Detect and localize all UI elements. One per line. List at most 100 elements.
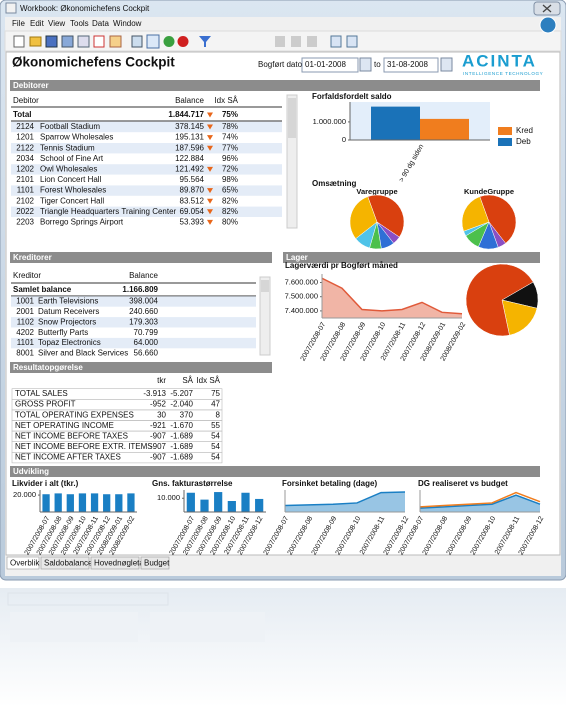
code: 2203: [16, 218, 34, 227]
code: 1101: [17, 338, 35, 347]
section-title: Debitorer: [13, 81, 49, 90]
area: [285, 491, 405, 512]
date-to-input[interactable]: [383, 57, 439, 73]
menu-item[interactable]: Data: [92, 19, 109, 28]
date-from: 01-01-2008: [305, 60, 346, 69]
trend-down: [207, 166, 213, 172]
close-icon: [542, 4, 552, 13]
bar: [54, 493, 62, 512]
row-label: GROSS PROFIT: [15, 400, 76, 409]
total-idx: 75%: [222, 110, 238, 119]
section-header: [283, 252, 540, 263]
chart-title: Likvider i alt (tkr.): [12, 479, 79, 488]
tool-new[interactable]: [13, 35, 25, 48]
name: Triangle Headquarters Training Center: [40, 207, 177, 216]
tool-refresh[interactable]: [163, 36, 175, 47]
balance: 398.004: [129, 297, 158, 306]
scroll-thumb[interactable]: [261, 280, 269, 292]
clip-cover: [10, 356, 272, 361]
y-tick-label: 7.500.000: [285, 292, 318, 301]
balance: 179.303: [129, 317, 158, 326]
bar: [371, 106, 420, 140]
name: Tennis Stadium: [40, 143, 95, 152]
name: Lion Concert Hall: [40, 175, 102, 184]
logo: ACINTA: [462, 51, 537, 70]
tool-page[interactable]: [146, 34, 160, 49]
trend-down: [207, 145, 213, 151]
tab[interactable]: [40, 556, 90, 570]
bar: [200, 499, 209, 512]
balance: 70.799: [134, 328, 159, 337]
chart-title: DG realiseret vs budget: [418, 479, 508, 488]
code: 1001: [16, 297, 34, 306]
y-tick-label: 1.000.000: [313, 117, 346, 126]
tool-zoom[interactable]: [346, 35, 358, 48]
tool-sort[interactable]: [275, 36, 285, 47]
tool-print[interactable]: [61, 35, 74, 48]
tab-label: Budget: [144, 559, 170, 568]
code: 8001: [16, 349, 34, 358]
code: 2022: [16, 207, 34, 216]
subsection-title: Omsætning: [312, 179, 357, 188]
y-tick-label: 10.000: [157, 493, 180, 502]
scrollbar[interactable]: [286, 94, 298, 229]
tab[interactable]: [90, 556, 140, 570]
tool-group[interactable]: [307, 36, 317, 47]
tab[interactable]: [6, 556, 40, 570]
area: [322, 278, 462, 318]
tool-sort-desc[interactable]: [291, 36, 301, 47]
date-from-picker[interactable]: [359, 57, 372, 72]
tool-preview[interactable]: [77, 35, 90, 48]
bar: [214, 492, 223, 512]
cell: -2.040: [170, 400, 193, 409]
tool-filter[interactable]: [199, 36, 211, 47]
reflection-chart: [10, 612, 138, 642]
scroll-thumb[interactable]: [288, 98, 296, 138]
tool-stop[interactable]: [177, 36, 189, 47]
menu-item[interactable]: Window: [113, 19, 142, 28]
total-label: Samlet balance: [13, 285, 72, 294]
code: 1202: [16, 165, 34, 174]
date-to-picker[interactable]: [440, 57, 453, 72]
column-header: Kreditor: [13, 271, 41, 280]
balance: 121.492: [175, 165, 204, 174]
idx: 96%: [222, 154, 238, 163]
section-header: [10, 252, 272, 263]
reflection-chart: [150, 612, 265, 642]
trend-down: [207, 188, 213, 194]
code: 2102: [16, 196, 34, 205]
bar: [420, 118, 469, 140]
date-from-input[interactable]: [301, 57, 359, 73]
cell: 54: [211, 453, 220, 462]
bar: [255, 498, 264, 512]
line: [321, 277, 463, 315]
y-tick-label: 0: [342, 135, 346, 144]
menu-item[interactable]: Edit: [30, 19, 45, 28]
tool-export[interactable]: [109, 35, 122, 48]
tool-save[interactable]: [45, 35, 58, 48]
page-title: Økonomichefens Cockpit: [12, 55, 175, 70]
table-row: [11, 451, 223, 464]
legend-swatch: [498, 127, 512, 135]
idx: 98%: [222, 175, 238, 184]
y-tick-label: 7.600.000: [285, 278, 318, 287]
tool-open[interactable]: [29, 36, 42, 47]
tool-pdf[interactable]: [93, 35, 105, 48]
menu-item[interactable]: Tools: [70, 19, 89, 28]
cell: 8: [216, 410, 221, 419]
pie-slice: [461, 196, 490, 232]
tool-select[interactable]: [131, 35, 143, 48]
bar: [241, 492, 250, 512]
scrollbar[interactable]: [259, 276, 271, 356]
menu-item[interactable]: File: [12, 19, 25, 28]
app-logo: [539, 16, 557, 34]
tab-label: Saldobalance: [44, 559, 93, 568]
name: School of Fine Art: [40, 154, 104, 163]
menu-item[interactable]: View: [48, 19, 65, 28]
idx: 65%: [222, 186, 238, 195]
tool-link[interactable]: [330, 35, 342, 48]
tab[interactable]: [140, 556, 170, 570]
code: 4202: [16, 328, 34, 337]
total-label: Total: [13, 110, 32, 119]
